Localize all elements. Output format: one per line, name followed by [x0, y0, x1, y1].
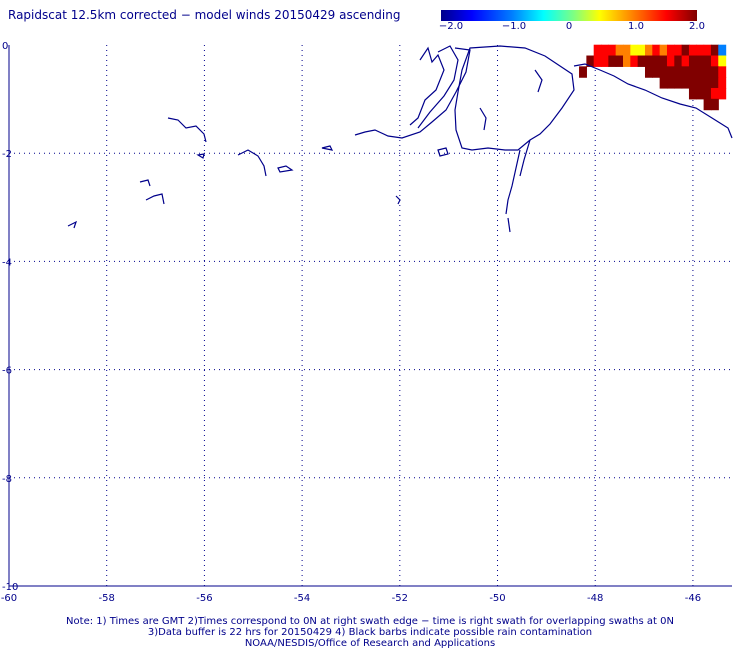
footer-note-2: 3)Data buffer is 22 hrs for 20150429 4) …	[147, 627, 593, 638]
y-tick-label: -8	[2, 474, 12, 485]
wind-cell	[688, 87, 697, 100]
wind-cell	[637, 44, 646, 57]
colorbar-label-neg1: −1.0	[501, 21, 527, 32]
wind-cell	[652, 55, 661, 67]
wind-cell	[630, 55, 639, 67]
wind-cell	[623, 55, 631, 67]
x-tick-label: -60	[1, 593, 17, 604]
wind-cell	[681, 55, 690, 67]
wind-cell	[696, 87, 705, 100]
wind-cell	[644, 44, 653, 57]
wind-cell	[644, 55, 653, 67]
wind-cell	[666, 55, 675, 67]
wind-cell	[659, 77, 668, 89]
wind-cell	[644, 66, 653, 78]
wind-cell	[608, 44, 617, 57]
map-title: Rapidscat 12.5km corrected − model winds…	[8, 8, 401, 22]
wind-cell	[696, 55, 705, 67]
y-tick-label: 0	[2, 41, 8, 52]
wind-cell	[718, 87, 727, 100]
x-tick-label: -54	[294, 593, 310, 604]
wind-cell	[710, 55, 719, 67]
wind-cell	[601, 55, 609, 67]
colorbar	[441, 10, 697, 21]
wind-cell	[718, 44, 727, 57]
x-tick-label: -48	[587, 593, 603, 604]
wind-cell	[710, 77, 719, 89]
wind-cell	[586, 55, 595, 67]
wind-cell	[710, 66, 719, 78]
wind-cell	[666, 77, 675, 89]
wind-cell	[681, 66, 690, 78]
colorbar-label-neg2: −2.0	[438, 21, 464, 32]
wind-cell	[666, 44, 675, 57]
map-grid	[8, 45, 732, 587]
colorbar-label-0: 0	[565, 21, 573, 32]
wind-cell	[674, 66, 683, 78]
wind-cell	[601, 44, 609, 57]
wind-cell	[652, 66, 661, 78]
wind-cell	[666, 66, 675, 78]
wind-cells	[579, 44, 727, 111]
colorbar-label-2: 2.0	[689, 21, 705, 32]
x-tick-label: -58	[99, 593, 115, 604]
wind-cell	[710, 98, 719, 111]
wind-cell	[703, 44, 712, 57]
wind-cell	[681, 77, 690, 89]
wind-cell	[703, 77, 712, 89]
wind-cell	[688, 44, 697, 57]
wind-cell	[608, 55, 617, 67]
wind-cell	[710, 87, 719, 100]
wind-cell	[593, 44, 602, 57]
wind-cell	[637, 55, 646, 67]
wind-cell	[688, 77, 697, 89]
x-tick-label: -50	[489, 593, 505, 604]
wind-cell	[579, 66, 587, 78]
y-tick-label: -2	[2, 149, 12, 160]
footer-note-3: NOAA/NESDIS/Office of Research and Appli…	[244, 638, 496, 649]
wind-cell	[703, 87, 712, 100]
footer-note-1: Note: 1) Times are GMT 2)Times correspon…	[66, 616, 674, 627]
wind-cell	[703, 55, 712, 67]
wind-cell	[696, 66, 705, 78]
wind-cell	[674, 55, 683, 67]
wind-cell	[623, 44, 631, 57]
wind-cell	[615, 44, 624, 57]
wind-cell	[688, 55, 697, 67]
coastline	[67, 45, 733, 233]
y-tick-label: -6	[2, 366, 12, 377]
wind-cell	[593, 55, 602, 67]
y-tick-label: -4	[2, 257, 12, 268]
colorbar-label-1: 1.0	[628, 21, 644, 32]
wind-cell	[703, 98, 712, 111]
wind-cell	[659, 55, 668, 67]
x-tick-label: -56	[196, 593, 212, 604]
wind-cell	[659, 66, 668, 78]
x-tick-label: -46	[685, 593, 701, 604]
wind-cell	[615, 55, 624, 67]
wind-cell	[718, 66, 727, 78]
wind-cell	[703, 66, 712, 78]
wind-cell	[630, 44, 639, 57]
wind-cell	[718, 77, 727, 89]
x-tick-label: -52	[392, 593, 408, 604]
wind-cell	[696, 77, 705, 89]
wind-cell	[674, 77, 683, 89]
wind-cell	[652, 44, 661, 57]
y-tick-label: -10	[2, 582, 18, 593]
wind-cell	[710, 44, 719, 57]
wind-cell	[696, 44, 705, 57]
wind-cell	[681, 44, 690, 57]
wind-cell	[718, 55, 727, 67]
wind-cell	[688, 66, 697, 78]
wind-cell	[674, 44, 683, 57]
wind-cell	[659, 44, 668, 57]
